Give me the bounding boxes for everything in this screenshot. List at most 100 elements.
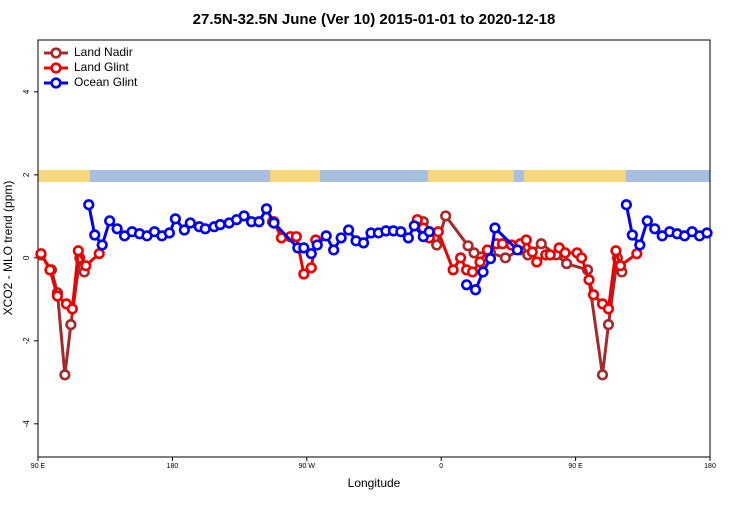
data-point (253, 216, 265, 228)
data-point (544, 249, 556, 261)
data-point (477, 266, 489, 278)
data-point (178, 224, 190, 236)
data-point (423, 226, 435, 238)
data-point (83, 199, 95, 211)
legend-label: Land Nadir (74, 45, 133, 59)
data-point (455, 252, 467, 264)
data-point (484, 253, 497, 265)
data-point (575, 252, 588, 264)
data-point (357, 237, 370, 249)
data-point (298, 242, 310, 254)
data-point (311, 239, 323, 251)
data-point (199, 223, 211, 235)
data-point (610, 245, 622, 257)
data-point (80, 260, 92, 272)
data-point (634, 239, 646, 251)
data-point (59, 369, 71, 381)
y-tick-label: -2 (22, 337, 31, 345)
data-point (531, 256, 543, 268)
data-point (402, 232, 414, 244)
plot-frame (37, 39, 711, 458)
data-point (701, 227, 713, 239)
data-point (587, 289, 600, 301)
data-point (631, 248, 643, 260)
data-point (559, 247, 571, 259)
data-point (305, 248, 317, 260)
legend-label: Ocean Glint (74, 75, 138, 89)
data-point (184, 217, 196, 229)
data-point (649, 223, 661, 235)
data-point (620, 199, 632, 211)
legend-marker (50, 47, 62, 59)
data-point (469, 284, 482, 296)
data-point (626, 229, 638, 241)
data-point (343, 224, 355, 236)
data-point (489, 222, 501, 234)
legend-marker (50, 62, 62, 74)
x-tick-label: 90 E (31, 463, 46, 470)
data-point (335, 232, 347, 244)
data-point (440, 210, 452, 222)
legend-label: Land Glint (74, 60, 129, 74)
data-point (468, 247, 480, 259)
data-point (526, 246, 538, 258)
data-point (320, 230, 332, 242)
data-point (328, 244, 340, 256)
data-point (596, 369, 609, 381)
x-axis-label: Longitude (348, 476, 401, 490)
y-axis-label: XCO2 - MLO trend (ppm) (1, 181, 15, 316)
y-tick-label: 4 (22, 89, 31, 94)
data-point (395, 226, 407, 238)
chart-title: 27.5N-32.5N June (Ver 10) 2015-01-01 to … (193, 11, 556, 28)
data-point (561, 258, 573, 270)
data-point (44, 264, 56, 276)
data-point (431, 239, 443, 251)
x-tick-label: 90 W (299, 463, 316, 470)
x-tick-label: 180 (704, 463, 716, 470)
data-point (169, 213, 181, 225)
data-point (51, 290, 64, 302)
data-point (93, 248, 105, 260)
data-point (466, 266, 479, 278)
x-tick-label: 0 (439, 463, 443, 470)
x-tick-label: 180 (167, 463, 179, 470)
data-point (408, 220, 420, 232)
data-point (447, 264, 459, 276)
data-point (462, 240, 474, 252)
data-point (499, 252, 512, 264)
y-tick-label: -4 (22, 420, 31, 428)
data-point (268, 217, 280, 229)
data-point (460, 279, 473, 291)
data-point (104, 215, 116, 227)
data-point (89, 229, 101, 241)
data-point (72, 245, 84, 257)
legend-marker (50, 77, 62, 89)
data-point (305, 262, 317, 274)
y-tick-label: 0 (22, 255, 31, 260)
data-point (35, 248, 47, 260)
data-point (163, 227, 176, 239)
data-point (260, 203, 273, 215)
data-point (496, 238, 509, 250)
data-point (614, 260, 627, 272)
data-point (238, 210, 250, 222)
data-point (290, 231, 302, 243)
y-tick-label: 2 (22, 172, 31, 177)
data-point (432, 226, 444, 238)
data-point (583, 274, 595, 286)
data-point (65, 319, 77, 331)
data-point (214, 219, 226, 231)
data-point (535, 238, 547, 250)
data-point (66, 303, 78, 315)
data-point (474, 256, 486, 268)
data-point (111, 223, 123, 235)
data-point (298, 268, 310, 280)
x-tick-label: 90 E (568, 463, 583, 470)
data-point (96, 239, 108, 251)
data-point (520, 234, 532, 246)
data-point (602, 303, 615, 315)
data-point (602, 319, 615, 331)
land-ocean-strip (38, 170, 710, 182)
data-point (641, 215, 653, 227)
